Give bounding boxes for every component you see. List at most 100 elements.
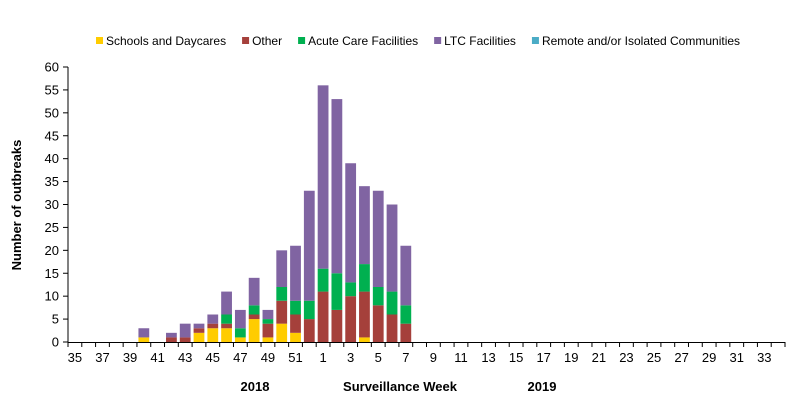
bar-segment [345,296,357,342]
x-tick-label: 33 [757,350,771,365]
bar-segment [290,332,301,342]
bar-segment [262,319,274,324]
x-tick-label: 29 [702,350,716,365]
x-tick-label: 31 [730,350,744,365]
legend-item: Remote and/or Isolated Communities [531,34,740,48]
x-tick-label: 9 [430,350,437,365]
bar-segment [248,319,260,342]
bar-segment [221,323,232,329]
y-tick-label: 55 [45,82,59,97]
x-tick-label: 35 [68,350,82,365]
x-axis-label: Surveillance Week [343,379,458,394]
bar-segment [331,309,343,342]
bar-segment [193,332,205,342]
legend-item: Other [242,34,282,48]
x-tick-label: 23 [619,350,633,365]
legend-item: Acute Care Facilities [298,34,418,48]
legend-label: LTC Facilities [444,34,516,48]
bar-segment [331,273,343,310]
bar-segment [345,163,357,283]
y-tick-label: 5 [52,312,59,327]
y-tick-label: 30 [45,197,59,212]
x-tick-label: 21 [592,350,606,365]
bar-segment [400,245,412,306]
bar-segment [248,277,260,306]
bar-segment [331,99,343,274]
y-tick-label: 35 [45,174,59,189]
legend-swatch [531,37,539,44]
legend: Schools and Daycares Other Acute Care Faci… [96,34,740,48]
y-tick-label: 15 [45,266,59,281]
bar-segment [290,314,301,333]
bar-segment [386,314,398,342]
bar-segment [317,268,329,292]
x-tick-label: 37 [95,350,109,365]
bar-segment [138,328,150,338]
bar-segment [386,291,398,315]
bar-segment [262,323,274,338]
bar-segment [303,319,315,342]
bar-segment [359,337,370,342]
bar-segment [400,323,412,342]
x-tick-label: 1 [319,350,326,365]
legend-swatch [242,37,250,44]
year-label-2019: 2019 [528,379,557,394]
bar-segment [221,291,232,315]
x-tick-label: 41 [150,350,164,365]
bar-segment [138,337,150,342]
legend-item: Schools and Daycares [96,34,226,48]
x-tick-label: 49 [261,350,275,365]
legend-label: Acute Care Facilities [308,34,418,48]
bar-segment [345,282,357,297]
bar-segment [303,300,315,320]
bar-segment [193,323,205,329]
legend-swatch [96,37,103,44]
y-tick-label: 0 [52,335,59,350]
x-tick-label: 19 [564,350,578,365]
bar-segment [276,323,288,342]
bar-segment [166,337,177,342]
bar-segment [317,85,329,269]
x-tick-label: 25 [647,350,661,365]
x-tick-label: 3 [347,350,354,365]
bar-segment [248,305,260,315]
bar-segment [207,314,219,324]
y-tick-label: 50 [45,105,59,120]
y-tick-label: 60 [45,60,59,75]
bar-segment [276,250,288,287]
year-label-2018: 2018 [241,379,270,394]
bar-segment [386,204,398,292]
y-tick-label: 10 [45,289,59,304]
x-tick-label: 47 [233,350,247,365]
bar-segment [276,287,288,301]
legend-swatch [434,37,442,44]
bar-segment [207,323,219,329]
legend-label: Schools and Daycares [106,34,226,48]
x-tick-label: 15 [509,350,523,365]
x-tick-label: 43 [178,350,192,365]
bar-segment [290,300,301,315]
legend-label: Remote and/or Isolated Communities [542,34,740,48]
bar-segment [372,287,384,306]
bar-segment [234,309,246,329]
y-axis-label: Number of outbreaks [9,140,24,271]
bar-segment [372,190,384,287]
bar-segment [400,305,412,324]
x-tick-label: 17 [536,350,550,365]
legend-label: Other [252,34,282,48]
bar-segment [359,264,370,292]
bar-segment [179,323,191,338]
bar-segment [372,305,384,342]
bar-segment [166,332,177,338]
x-tick-label: 13 [481,350,495,365]
bar-segment [221,314,232,324]
y-tick-label: 40 [45,151,59,166]
legend-item: LTC Facilities [434,34,516,48]
x-tick-label: 11 [454,350,468,365]
bar-segment [248,314,260,320]
y-tick-label: 45 [45,128,59,143]
bar-segment [179,337,191,342]
bar-segment [276,300,288,324]
